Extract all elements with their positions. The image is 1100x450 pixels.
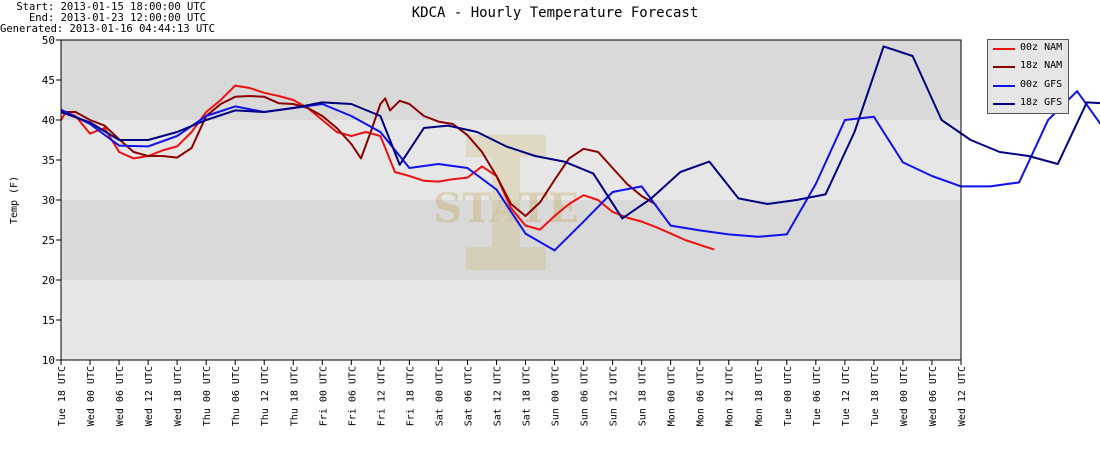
x-tick-label: Wed 12 UTC: [144, 366, 155, 426]
forecast-metadata: Start: 2013-01-15 18:00:00 UTC End: 2013…: [0, 1, 215, 35]
x-tick-label: Tue 18 UTC: [57, 366, 68, 426]
y-axis-ticks: 10 15 20 25 30 35 40 45 50: [42, 34, 61, 367]
legend-label: 18z NAM: [1020, 60, 1063, 71]
y-tick-label: 45: [42, 74, 55, 87]
x-tick-label: Sat 12 UTC: [492, 366, 503, 426]
x-tick-label: Mon 12 UTC: [725, 366, 736, 426]
generated-time: Generated: 2013-01-16 04:44:13 UTC: [0, 23, 215, 35]
x-tick-label: Tue 12 UTC: [841, 366, 852, 426]
x-tick-label: Thu 12 UTC: [260, 366, 271, 426]
y-tick-label: 15: [42, 314, 55, 327]
x-tick-label: Tue 06 UTC: [812, 366, 823, 426]
end-time: End: 2013-01-23 12:00:00 UTC: [28, 12, 206, 24]
series-line-18z-nam: [61, 95, 657, 217]
legend-swatch: [993, 103, 1015, 105]
y-tick-label: 40: [42, 114, 55, 127]
y-tick-label: 20: [42, 274, 55, 287]
series-layer: [60, 45, 1100, 252]
legend-item-18z-nam: 18z NAM: [988, 58, 1070, 76]
y-tick-label: 30: [42, 194, 55, 207]
series-line-00z-nam: [60, 84, 715, 251]
x-axis-ticks: Tue 18 UTC Wed 00 UTC Wed 06 UTC Wed 12 UTC…: [57, 360, 968, 426]
x-tick-label: Sat 00 UTC: [434, 366, 445, 426]
chart-title: KDCA - Hourly Temperature Forecast: [411, 5, 699, 21]
background-band: [61, 120, 961, 160]
series-line-18z-gfs: [60, 45, 1100, 220]
x-tick-label: Thu 00 UTC: [202, 366, 213, 426]
x-tick-label: Thu 18 UTC: [289, 366, 300, 426]
x-tick-label: Wed 12 UTC: [957, 366, 968, 426]
x-tick-label: Mon 00 UTC: [667, 366, 678, 426]
legend-item-18z-gfs: 18z GFS: [988, 95, 1070, 113]
legend-label: 00z GFS: [1020, 79, 1063, 90]
background-band: [61, 40, 961, 80]
y-axis-label: Temp (F): [9, 176, 20, 224]
x-tick-label: Sun 06 UTC: [580, 366, 591, 426]
legend-item-00z-nam: 00z NAM: [988, 40, 1070, 58]
x-tick-label: Wed 00 UTC: [899, 366, 910, 426]
legend: 00z NAM 18z NAM 00z GFS 18z GFS: [987, 39, 1069, 114]
background-band: [61, 80, 961, 120]
legend-label: 18z GFS: [1020, 97, 1063, 108]
x-tick-label: Fri 00 UTC: [318, 366, 329, 426]
x-tick-label: Sat 18 UTC: [522, 366, 533, 426]
x-tick-label: Sun 12 UTC: [609, 366, 620, 426]
legend-swatch: [993, 66, 1015, 68]
y-tick-label: 50: [42, 34, 55, 47]
x-tick-label: Tue 18 UTC: [870, 366, 881, 426]
x-tick-label: Thu 06 UTC: [231, 366, 242, 426]
x-tick-label: Sun 18 UTC: [638, 366, 649, 426]
x-tick-label: Sat 06 UTC: [463, 366, 474, 426]
start-time: Start: 2013-01-15 18:00:00 UTC: [16, 1, 206, 13]
x-tick-label: Wed 00 UTC: [86, 366, 97, 426]
x-tick-label: Sun 00 UTC: [551, 366, 562, 426]
y-tick-label: 25: [42, 234, 55, 247]
x-tick-label: Fri 12 UTC: [376, 366, 387, 426]
x-tick-label: Wed 06 UTC: [115, 366, 126, 426]
legend-swatch: [993, 85, 1015, 87]
x-tick-label: Fri 06 UTC: [347, 366, 358, 426]
legend-label: 00z NAM: [1020, 42, 1063, 53]
x-tick-label: Wed 06 UTC: [928, 366, 939, 426]
x-tick-label: Wed 18 UTC: [173, 366, 184, 426]
svg-text:STATE: STATE: [433, 185, 579, 232]
background-band: [61, 240, 961, 280]
legend-swatch: [993, 48, 1015, 50]
x-tick-label: Fri 18 UTC: [405, 366, 416, 426]
y-tick-label: 10: [42, 354, 55, 367]
background-band: [61, 320, 961, 360]
x-tick-label: Mon 18 UTC: [754, 366, 765, 426]
y-tick-label: 35: [42, 154, 55, 167]
series-line-00z-gfs: [60, 90, 1100, 252]
x-tick-label: Tue 00 UTC: [783, 366, 794, 426]
legend-item-00z-gfs: 00z GFS: [988, 77, 1070, 95]
x-tick-label: Mon 06 UTC: [696, 366, 707, 426]
background-band: [61, 280, 961, 320]
